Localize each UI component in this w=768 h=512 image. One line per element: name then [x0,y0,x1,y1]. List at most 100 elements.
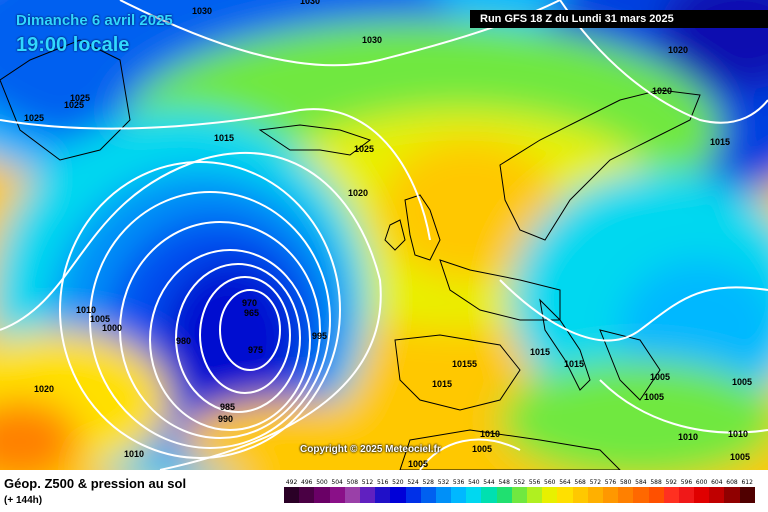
scale-swatch [709,487,725,503]
scale-swatch [694,487,710,503]
scale-label: 524 [407,479,419,486]
scale-item: 536 [451,478,467,503]
scale-swatch [405,487,421,503]
scale-label: 576 [604,479,617,486]
isobar-label: 1005 [408,459,428,469]
isobar-label: 1005 [730,452,750,462]
scale-label: 608 [726,479,738,486]
scale-item: 544 [481,478,497,503]
isobar-label: 1020 [668,45,688,55]
isobar-label: 1025 [24,113,44,123]
scale-item: 504 [329,478,345,503]
scale-swatch [314,487,330,503]
scale-swatch [329,487,345,503]
isobar-label: 1005 [472,444,492,454]
scale-label: 540 [468,479,480,486]
isobar-label: 1005 [650,372,670,382]
isobar-label: 990 [218,414,233,424]
legend-title: Géop. Z500 & pression au sol [4,476,187,491]
scale-item: 564 [557,478,573,503]
scale-label: 588 [650,479,662,486]
scale-swatch [481,487,497,503]
scale-label: 556 [528,479,541,486]
map-canvas: 1030 1030 1030 1020 1020 1025 1025 1025 … [0,0,768,470]
isobar-label: 975 [248,345,263,355]
isobar-label: 965 [244,308,259,318]
scale-swatch [663,487,679,503]
scale-item: 520 [390,478,406,503]
scale-label: 536 [452,479,465,486]
scale-item: 612 [739,478,755,503]
legend-subtitle: (+ 144h) [4,495,43,506]
legend-bar: Géop. Z500 & pression au sol (+ 144h) 49… [0,470,768,512]
isobar-label: 1005 [732,377,752,387]
scale-item: 596 [678,478,695,503]
scale-swatch [344,487,360,503]
scale-item: 516 [375,478,391,503]
scale-item: 552 [511,478,527,503]
model-run-label: Run GFS 18 Z du Lundi 31 mars 2025 [470,10,768,28]
scale-item: 584 [633,478,649,503]
scale-label: 516 [376,479,389,486]
weather-map: 1030 1030 1030 1020 1020 1025 1025 1025 … [0,0,768,470]
isobar-label: 1030 [362,35,382,45]
scale-swatch [466,487,482,503]
isobar-label: 1010 [678,432,698,442]
scale-swatch [390,487,406,503]
isobar-label: 10155 [452,359,477,369]
scale-item: 496 [299,478,315,503]
scale-item: 600 [694,478,710,503]
scale-swatch [648,487,664,503]
isobar-label: 1000 [102,323,122,333]
isobar-label: 1020 [348,188,368,198]
scale-item: 540 [466,478,482,503]
scale-item: 512 [359,478,376,503]
isobar-label: 1020 [34,384,54,394]
scale-label: 548 [498,479,510,486]
scale-label: 500 [316,479,328,486]
scale-swatch [496,487,512,503]
isobar-label: 1015 [214,133,234,143]
isobar-label: 1015 [432,379,452,389]
scale-label: 592 [665,479,677,486]
scale-label: 552 [513,479,526,486]
isobar-labels: 1030 1030 1030 1020 1020 1025 1025 1025 … [24,0,752,469]
coastlines [0,39,701,470]
scale-swatch [284,487,300,503]
scale-swatch [557,487,573,503]
scale-item: 560 [542,478,558,503]
scale-swatch [420,487,436,503]
isobar-label: 1015 [564,359,584,369]
scale-swatch [359,487,376,503]
scale-label: 612 [741,479,753,486]
isobar-label: 1015 [710,137,730,147]
scale-item: 528 [420,478,436,503]
scale-swatch [451,487,467,503]
scale-label: 508 [346,479,359,486]
scale-item: 608 [724,478,740,503]
scale-item: 604 [709,478,725,503]
isobar-label: 1005 [644,392,664,402]
scale-swatch [542,487,558,503]
isobar-label: 1025 [64,100,84,110]
scale-swatch [527,487,543,503]
scale-item: 556 [527,478,543,503]
isobar-label: 970 [242,298,257,308]
isobar-label: 1025 [354,144,374,154]
isobar-label: 1010 [480,429,500,439]
scale-swatch [435,487,452,503]
scale-label: 604 [711,479,723,486]
isobar-label: 1010 [124,449,144,459]
scale-swatch [633,487,649,503]
isobar-lines [0,0,768,470]
isobar-label: 1015 [530,347,550,357]
scale-swatch [602,487,619,503]
scale-label: 596 [680,479,693,486]
scale-label: 544 [483,479,495,486]
isobar-label: 1020 [652,86,672,96]
isobar-label: 980 [176,336,191,346]
scale-item: 572 [587,478,603,503]
scale-label: 564 [559,479,571,486]
scale-item: 508 [344,478,360,503]
isobar-label: 1005 [90,314,110,324]
